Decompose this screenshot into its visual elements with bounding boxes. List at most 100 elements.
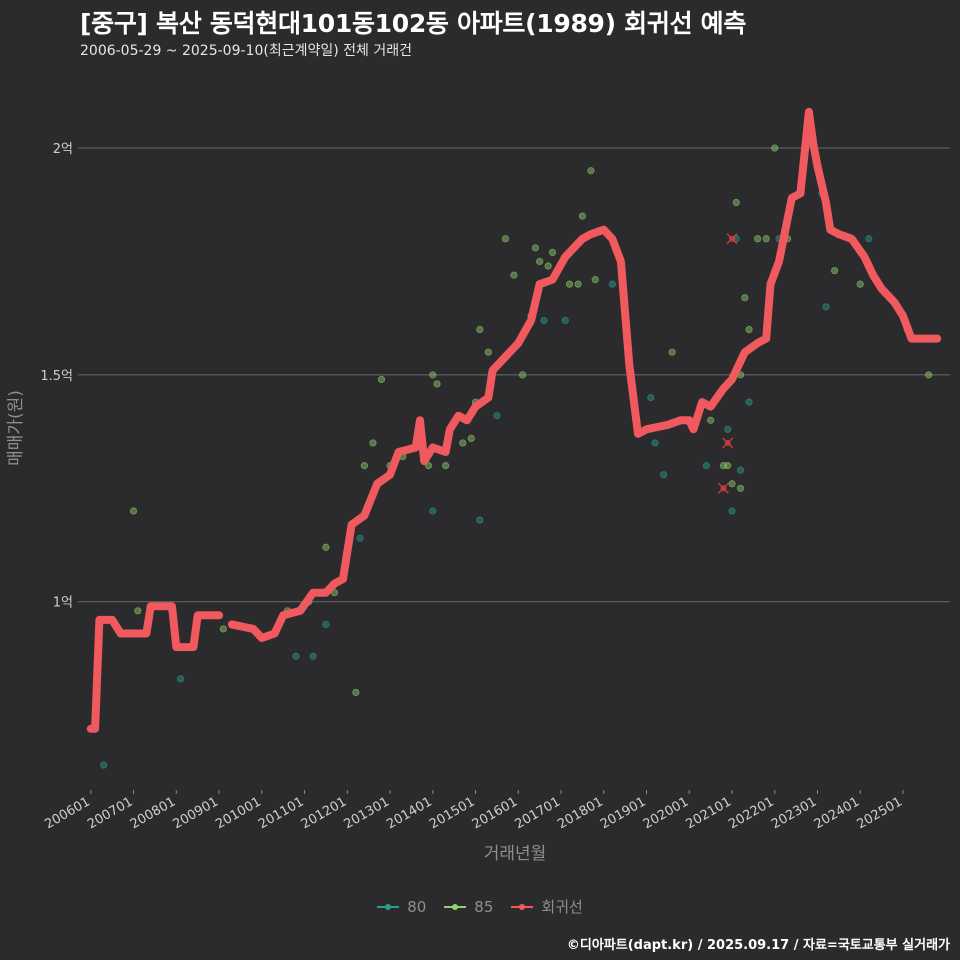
x-tick-labels: 2006012007012008012009012010012011012012… [42, 790, 905, 832]
point-85 [736, 484, 745, 492]
point-80 [745, 398, 753, 406]
x-tick-label: 200601 [42, 794, 92, 832]
legend-item-0: 80 [377, 898, 426, 916]
source-caption: ©디아파트(dapt.kr) / 2025.09.17 / 자료=국토교통부 실… [566, 938, 950, 953]
point-85 [531, 244, 539, 252]
point-85 [771, 144, 779, 152]
x-tick-label: 201001 [213, 794, 263, 832]
x-tick-label: 200901 [171, 794, 221, 832]
point-85 [484, 348, 492, 356]
legend-label: 85 [474, 897, 494, 916]
x-tick-label: 201901 [598, 794, 648, 832]
x-tick-label: 200801 [128, 794, 178, 832]
point-85 [360, 462, 368, 470]
point-85 [587, 167, 595, 175]
point-85 [724, 462, 732, 470]
point-85 [544, 262, 552, 270]
y-tick-labels: 1억 1.5억 2억 [40, 142, 73, 611]
x-tick-label: 202501 [854, 794, 904, 832]
x-tick-label: 201701 [513, 794, 563, 832]
point-80 [322, 620, 330, 629]
point-85 [322, 543, 330, 551]
point-85 [129, 507, 138, 515]
scatter-points [100, 144, 933, 769]
y-tick-label: 1억 [53, 596, 73, 611]
point-80 [660, 471, 668, 479]
x-tick-label: 201201 [299, 794, 349, 832]
point-85 [754, 235, 762, 243]
point-80 [724, 425, 732, 433]
point-85 [728, 480, 736, 488]
point-85 [707, 416, 715, 424]
regression-segment [86, 602, 224, 733]
point-85 [578, 212, 586, 220]
x-tick-label: 202401 [812, 794, 862, 832]
outlier-marker [717, 482, 729, 494]
regression-segment [227, 107, 942, 642]
regression-line [86, 107, 942, 733]
point-80 [702, 462, 710, 470]
point-80 [429, 507, 437, 515]
point-80 [736, 466, 745, 474]
point-85 [352, 688, 360, 697]
point-85 [429, 371, 437, 379]
point-80 [608, 280, 616, 288]
point-85 [501, 235, 510, 243]
point-85 [548, 248, 557, 256]
outlier-marker [722, 437, 734, 449]
x-tick-label: 202001 [641, 794, 691, 832]
point-80 [176, 675, 185, 683]
point-85 [536, 257, 544, 266]
legend-key-icon [377, 901, 400, 913]
point-85 [745, 325, 753, 334]
y-tick-label: 1.5억 [40, 369, 73, 384]
point-85 [459, 439, 467, 447]
x-tick-label: 201301 [342, 794, 392, 832]
point-85 [369, 439, 377, 447]
legend-label: 회귀선 [541, 898, 583, 916]
point-85 [134, 607, 142, 615]
point-85 [830, 266, 839, 275]
legend-item-1: 85 [444, 898, 493, 916]
x-axis-label: 거래년월 [484, 844, 547, 864]
point-80 [647, 393, 655, 402]
point-85 [433, 380, 441, 388]
point-80 [309, 652, 317, 660]
legend-key-icon [511, 901, 534, 913]
point-80 [356, 534, 364, 542]
point-80 [100, 761, 108, 769]
point-85 [476, 325, 484, 334]
point-85 [668, 348, 676, 356]
outlier-marker [726, 233, 738, 245]
x-tick-label: 202101 [684, 794, 734, 832]
point-80 [493, 412, 501, 420]
point-85 [565, 280, 574, 288]
point-80 [476, 516, 484, 524]
x-tick-label: 201601 [470, 794, 520, 832]
point-85 [518, 371, 527, 379]
legend-label: 80 [407, 897, 427, 916]
point-85 [741, 294, 749, 302]
point-80 [865, 235, 873, 243]
y-tick-label: 2억 [53, 142, 73, 157]
point-85 [377, 375, 386, 384]
legend: 80 85 회귀선 [0, 896, 960, 917]
point-85 [732, 198, 740, 207]
point-85 [856, 280, 864, 288]
point-85 [591, 276, 599, 284]
point-85 [467, 434, 475, 443]
point-80 [292, 652, 300, 660]
point-85 [510, 271, 518, 279]
y-gridlines [78, 147, 950, 603]
point-85 [762, 235, 770, 243]
x-tick-label: 201101 [256, 794, 306, 832]
chart-title: [중구] 복산 동덕현대101동102동 아파트(1989) 회귀선 예측 [80, 9, 747, 38]
point-85 [442, 462, 450, 470]
x-tick-label: 202301 [769, 794, 819, 832]
legend-key-icon [444, 901, 467, 913]
point-85 [219, 625, 227, 633]
outlier-markers [717, 233, 738, 494]
point-80 [651, 439, 659, 447]
point-85 [925, 371, 933, 379]
